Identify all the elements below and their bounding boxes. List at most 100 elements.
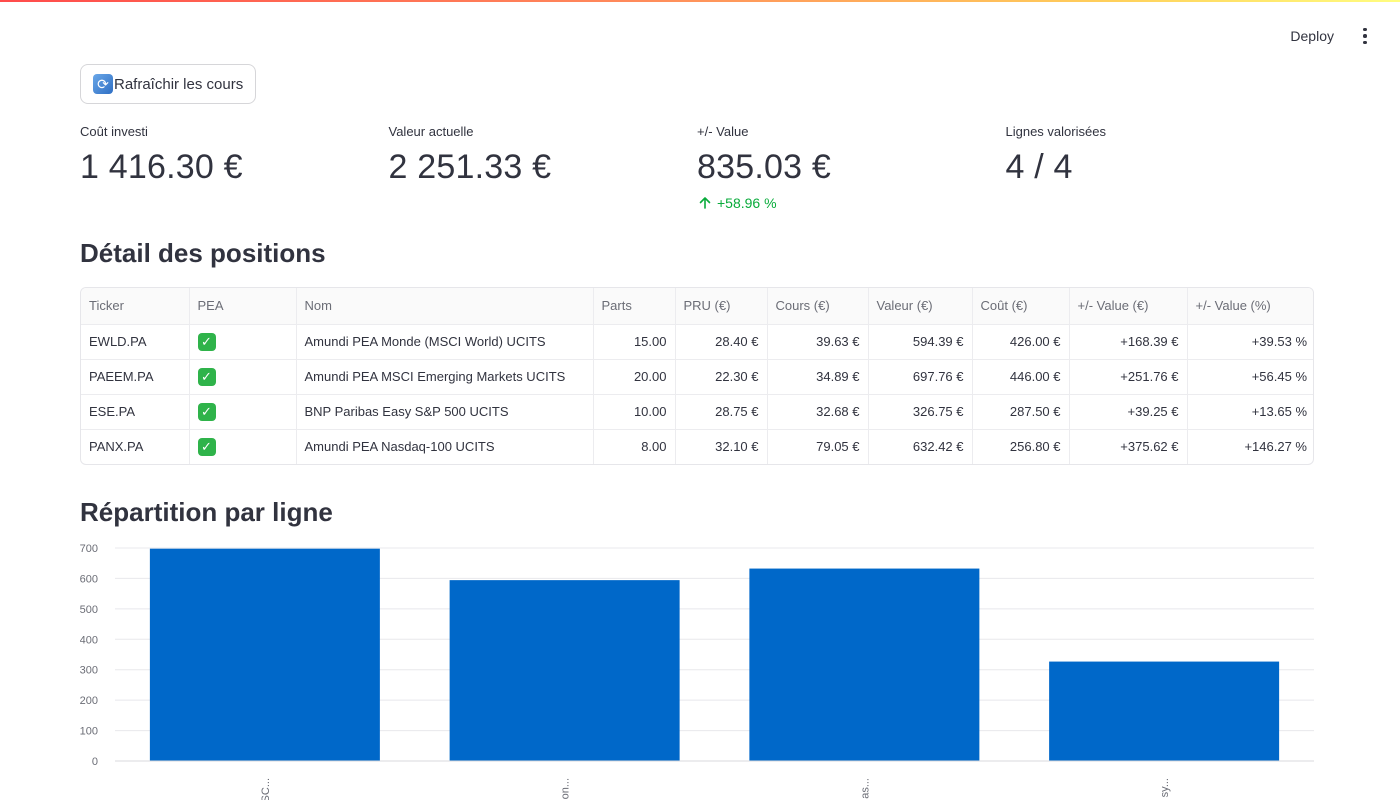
positions-table[interactable]: Ticker PEA Nom Parts PRU (€) Cours (€) V… (80, 287, 1314, 465)
arrow-up-icon (699, 197, 711, 209)
table-cell[interactable]: 22.30 € (675, 359, 768, 395)
column-header-shares[interactable]: Parts (593, 288, 676, 325)
table-cell[interactable]: 15.00 (593, 324, 676, 360)
check-icon: ✓ (197, 367, 216, 386)
table-cell[interactable]: PANX.PA (81, 429, 190, 464)
table-cell[interactable]: 32.10 € (675, 429, 768, 464)
x-tick-label: sy... (1159, 778, 1171, 797)
y-tick-label: 200 (80, 695, 98, 707)
table-cell[interactable]: 256.80 € (972, 429, 1070, 464)
table-cell[interactable]: +39.25 € (1069, 394, 1188, 430)
column-header-value[interactable]: Valeur (€) (868, 288, 973, 325)
column-header-ticker[interactable]: Ticker (81, 288, 190, 325)
y-tick-label: 300 (80, 665, 98, 677)
metric-value: 1 416.30 € (80, 148, 243, 186)
table-cell[interactable]: 10.00 (593, 394, 676, 430)
table-cell[interactable]: ✓ (189, 324, 297, 360)
table-cell[interactable]: 697.76 € (868, 359, 973, 395)
metric-value: 2 251.33 € (388, 148, 552, 186)
y-tick-label: 500 (80, 604, 98, 616)
metric-valued-lines: Lignes valorisées 4 / 4 (1006, 124, 1315, 211)
table-cell[interactable]: ✓ (189, 359, 297, 395)
metrics-row: Coût investi 1 416.30 € Valeur actuelle … (80, 124, 1314, 211)
x-tick-label: as... (859, 778, 871, 799)
table-cell[interactable]: +39.53 % (1187, 324, 1313, 360)
kebab-menu-icon[interactable] (1356, 26, 1374, 46)
metric-label: +/- Value (697, 124, 749, 139)
column-header-pru[interactable]: PRU (€) (675, 288, 768, 325)
bar[interactable] (749, 568, 980, 761)
y-tick-label: 600 (80, 573, 98, 585)
check-icon: ✓ (197, 332, 216, 351)
table-cell[interactable]: 632.42 € (868, 429, 973, 464)
metric-invested-cost: Coût investi 1 416.30 € (80, 124, 389, 211)
table-row[interactable]: ESE.PA ✓ BNP Paribas Easy S&P 500 UCITS 10.… (81, 394, 1313, 430)
metric-label: Valeur actuelle (388, 124, 474, 139)
check-icon: ✓ (197, 402, 216, 421)
metric-label: Coût investi (80, 124, 148, 139)
y-tick-label: 400 (80, 634, 98, 646)
table-cell[interactable]: 426.00 € (972, 324, 1070, 360)
metric-delta-value: +58.96 % (717, 195, 777, 211)
table-cell[interactable]: EWLD.PA (81, 324, 190, 360)
table-row[interactable]: PANX.PA ✓ Amundi PEA Nasdaq-100 UCITS 8.00 3… (81, 429, 1313, 464)
table-cell[interactable]: 28.75 € (675, 394, 768, 430)
table-cell[interactable]: ✓ (189, 429, 297, 464)
column-header-gain-pct[interactable]: +/- Value (%) (1187, 288, 1313, 325)
table-cell[interactable]: +13.65 % (1187, 394, 1313, 430)
bar[interactable] (449, 580, 680, 761)
table-cell[interactable]: +375.62 € (1069, 429, 1188, 464)
refresh-prices-label: Rafraîchir les cours (114, 75, 244, 93)
table-cell[interactable]: +146.27 % (1244, 439, 1307, 455)
metric-current-value: Valeur actuelle 2 251.33 € (389, 124, 698, 211)
table-cell[interactable]: 39.63 € (767, 324, 869, 360)
table-cell[interactable]: 594.39 € (868, 324, 973, 360)
check-icon: ✓ (197, 437, 216, 456)
refresh-prices-button[interactable]: ⟳ Rafraîchir les cours (80, 64, 257, 104)
column-header-cost[interactable]: Coût (€) (972, 288, 1070, 325)
metric-value: 835.03 € (697, 148, 831, 186)
x-tick-label: SC... (260, 778, 272, 800)
table-cell[interactable]: 32.68 € (767, 394, 869, 430)
x-tick-label: on... (560, 778, 572, 799)
column-header-price[interactable]: Cours (€) (767, 288, 869, 325)
y-tick-label: 100 (80, 726, 98, 738)
allocation-bar-chart: 0 100 200 300 400 500 600 700 SC... on... as... sy.… (80, 543, 1314, 800)
deploy-button[interactable]: Deploy (1290, 28, 1334, 44)
table-header-row: Ticker PEA Nom Parts PRU (€) Cours (€) V… (81, 288, 1313, 325)
table-cell[interactable]: 8.00 (593, 429, 676, 464)
top-accent-stripe (0, 0, 1400, 2)
table-cell[interactable]: +56.45 % (1187, 359, 1313, 395)
table-cell[interactable]: 79.05 € (767, 429, 869, 464)
column-header-pea[interactable]: PEA (189, 288, 297, 325)
table-row[interactable]: PAEEM.PA ✓ Amundi PEA MSCI Emerging Market… (81, 359, 1313, 395)
table-cell[interactable]: PAEEM.PA (81, 359, 190, 395)
y-tick-label: 700 (80, 543, 98, 555)
metric-label: Lignes valorisées (1005, 124, 1106, 139)
table-cell[interactable]: +251.76 € (1069, 359, 1188, 395)
table-cell[interactable]: 20.00 (593, 359, 676, 395)
bar[interactable] (149, 548, 380, 761)
table-cell[interactable]: +168.39 € (1069, 324, 1188, 360)
table-cell[interactable]: 446.00 € (972, 359, 1070, 395)
table-cell[interactable]: 326.75 € (868, 394, 973, 430)
main-content: ⟳ Rafraîchir les cours Coût investi 1 41… (80, 64, 1314, 800)
table-cell[interactable]: ESE.PA (81, 394, 190, 430)
column-header-name[interactable]: Nom (296, 288, 594, 325)
table-cell[interactable]: 34.89 € (767, 359, 869, 395)
table-cell[interactable]: Amundi PEA MSCI Emerging Markets UCITS (296, 359, 594, 395)
table-cell[interactable]: Amundi PEA Monde (MSCI World) UCITS (296, 324, 594, 360)
positions-title: Détail des positions (80, 238, 326, 268)
refresh-icon: ⟳ (93, 74, 113, 94)
table-cell[interactable]: BNP Paribas Easy S&P 500 UCITS (296, 394, 594, 430)
y-tick-label: 0 (92, 756, 98, 768)
table-cell[interactable]: Amundi PEA Nasdaq-100 UCITS (296, 429, 594, 464)
table-cell[interactable]: 28.40 € (675, 324, 768, 360)
table-cell[interactable]: 287.50 € (972, 394, 1070, 430)
bar[interactable] (1049, 661, 1280, 761)
table-cell[interactable]: ✓ (189, 394, 297, 430)
metric-gain: +/- Value 835.03 € +58.96 % (697, 124, 1006, 211)
table-row[interactable]: EWLD.PA ✓ Amundi PEA Monde (MSCI World) UC… (81, 324, 1313, 360)
column-header-gain-eur[interactable]: +/- Value (€) (1069, 288, 1188, 325)
metric-value: 4 / 4 (1005, 148, 1073, 186)
